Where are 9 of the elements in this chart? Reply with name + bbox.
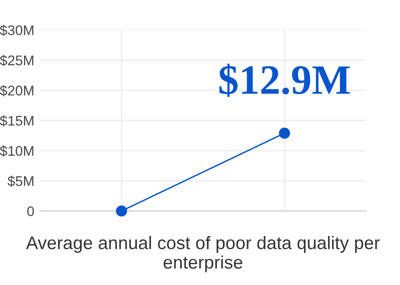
y-tick-label: $20M xyxy=(0,85,34,96)
y-tick-label: $30M xyxy=(0,24,34,36)
y-tick-label: $15M xyxy=(0,115,34,126)
x-axis-title: Average annual cost of poor data quality per enterprise xyxy=(26,236,380,272)
y-tick-label: $5M xyxy=(8,176,34,187)
data-label: $12.9M xyxy=(219,64,350,97)
y-tick-label: $10M xyxy=(0,145,34,157)
y-tick-label: 0 xyxy=(27,206,34,216)
y-tick-label: $25M xyxy=(0,54,34,66)
